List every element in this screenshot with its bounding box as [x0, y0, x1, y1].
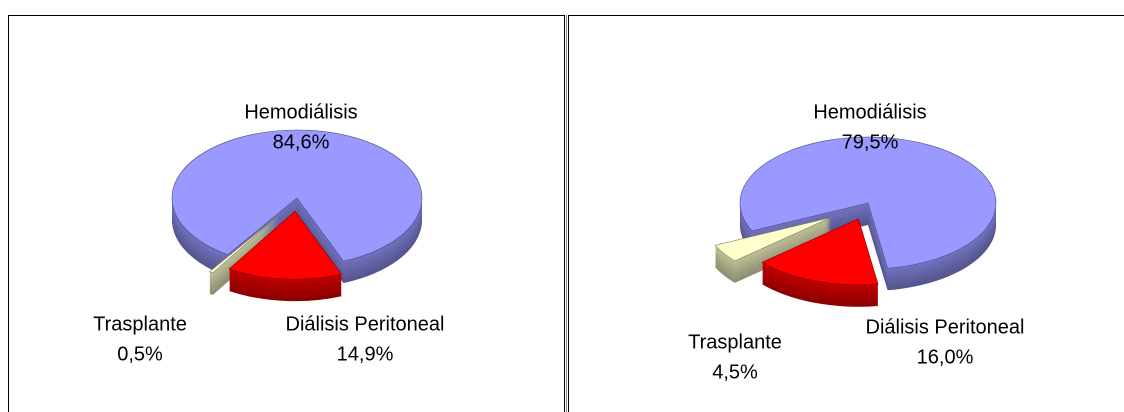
- slice-value-label: 14,9%: [337, 343, 394, 365]
- panel-left: [8, 15, 565, 412]
- slice-value-label: 16,0%: [917, 346, 974, 368]
- slice-value-label: 0,5%: [117, 343, 163, 365]
- pie-slice: [761, 218, 879, 286]
- slice-label: Trasplante: [93, 313, 187, 335]
- pie-slice: [171, 129, 423, 262]
- pie-slice: [228, 210, 343, 280]
- slice-value-label: 84,6%: [273, 131, 330, 153]
- pie-slice: [208, 214, 279, 274]
- slice-label: Diálisis Peritoneal: [286, 313, 445, 335]
- slice-value-label: 79,5%: [842, 131, 899, 153]
- slice-label: Hemodiálisis: [813, 101, 926, 123]
- slice-label: Trasplante: [688, 331, 782, 353]
- pie-slice: [714, 217, 832, 262]
- pie-slice: [739, 136, 997, 269]
- panel-right: [568, 15, 1124, 412]
- slice-value-label: 4,5%: [712, 361, 758, 383]
- slice-label: Diálisis Peritoneal: [866, 316, 1025, 338]
- slice-label: Hemodiálisis: [244, 101, 357, 123]
